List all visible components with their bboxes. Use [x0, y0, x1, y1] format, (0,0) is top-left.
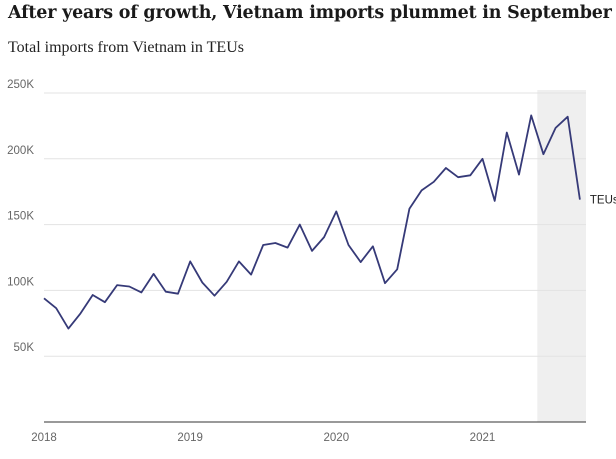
series-label-teus: TEUs	[590, 195, 616, 207]
y-tick-label: 50K	[14, 342, 35, 354]
x-tick-label: 2021	[470, 432, 496, 444]
x-tick-label: 2018	[31, 432, 57, 444]
y-tick-label: 100K	[7, 276, 34, 288]
y-tick-label: 150K	[7, 211, 34, 223]
x-tick-label: 2019	[177, 432, 203, 444]
chart-title: After years of growth, Vietnam imports p…	[8, 3, 612, 23]
chart-subtitle: Total imports from Vietnam in TEUs	[8, 39, 244, 56]
y-tick-label: 250K	[7, 79, 34, 91]
series-line-teus	[43, 114, 581, 330]
highlight-band	[537, 90, 586, 422]
y-tick-label: 200K	[7, 145, 34, 157]
x-tick-label: 2020	[324, 432, 350, 444]
